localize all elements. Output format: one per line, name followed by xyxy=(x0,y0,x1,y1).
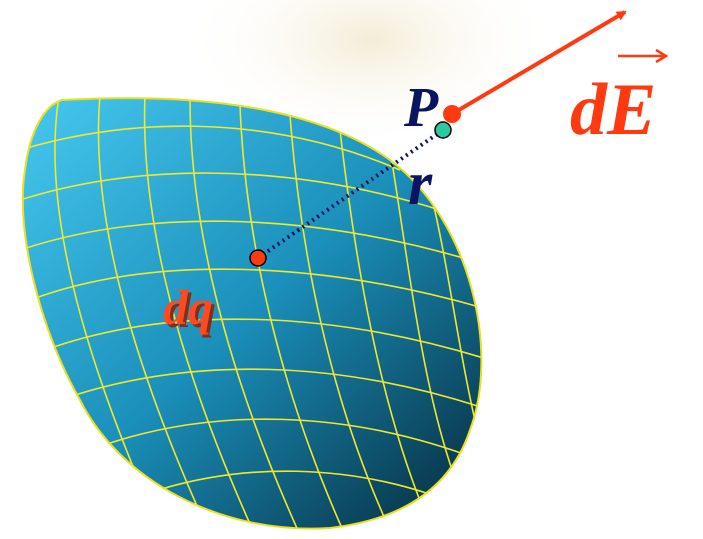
field-vector xyxy=(450,10,627,116)
surface-grid xyxy=(22,98,482,529)
distance-label: r xyxy=(408,150,433,218)
vector-arrow xyxy=(618,48,669,64)
charge-element xyxy=(249,249,267,267)
distance-line xyxy=(256,128,445,260)
point-label: P xyxy=(403,77,439,139)
field-label: dE xyxy=(570,69,656,151)
charge-label-shadow: dq xyxy=(166,282,216,338)
charge-label: dq xyxy=(163,279,213,335)
point-p xyxy=(434,121,452,139)
field-origin xyxy=(443,105,461,123)
charged-surface xyxy=(21,97,483,530)
